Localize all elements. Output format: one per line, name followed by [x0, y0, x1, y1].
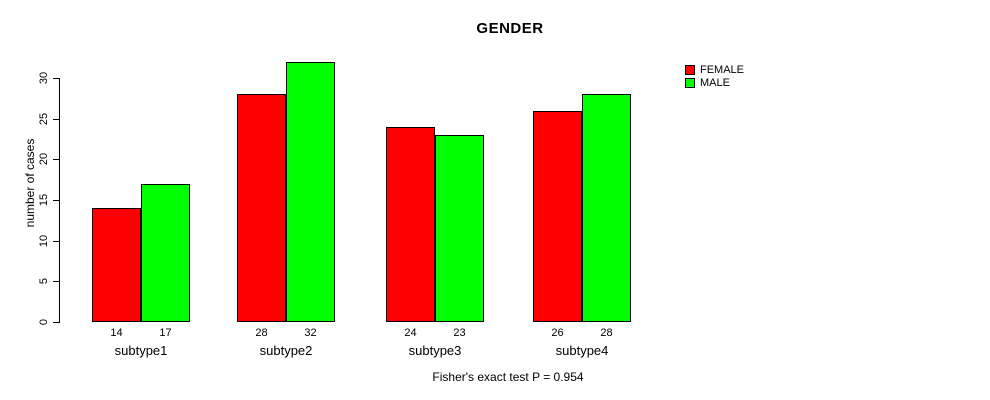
bar-female-subtype2: [237, 94, 286, 322]
y-axis-tick: [53, 118, 59, 120]
bar-value-label: 14: [110, 327, 123, 339]
x-axis-category-label: subtype2: [259, 343, 313, 358]
y-axis-tick: [53, 240, 59, 242]
bar-male-subtype1: [141, 184, 190, 322]
bar-value-label: 28: [600, 327, 613, 339]
bar-male-subtype4: [582, 94, 631, 322]
bar-value-label: 24: [404, 327, 417, 339]
y-axis-tick-label: 5: [38, 278, 50, 285]
legend-item-female: FEMALE: [685, 63, 744, 76]
bar-value-label: 17: [159, 327, 172, 339]
legend-swatch-male: [685, 77, 695, 88]
bar-female-subtype1: [92, 208, 141, 322]
y-axis-tick-label: 20: [38, 153, 50, 166]
legend: FEMALE MALE: [685, 63, 744, 89]
x-axis-category-label: subtype3: [408, 343, 462, 358]
bar-value-label: 32: [304, 327, 317, 339]
legend-item-male: MALE: [685, 76, 744, 89]
legend-label: FEMALE: [700, 63, 745, 76]
bar-male-subtype3: [435, 135, 484, 322]
y-axis-tick: [53, 281, 59, 283]
bar-value-label: 23: [453, 327, 466, 339]
bar-male-subtype2: [286, 62, 335, 322]
bar-female-subtype4: [533, 111, 582, 322]
y-axis-line: [59, 78, 60, 323]
y-axis-tick: [53, 200, 59, 202]
x-axis-category-label: subtype1: [114, 343, 168, 358]
y-axis-tick: [53, 159, 59, 161]
x-axis-category-label: subtype4: [555, 343, 609, 358]
y-axis-tick-label: 10: [38, 234, 50, 247]
annotation-fisher-test: Fisher's exact test P = 0.954: [432, 370, 584, 384]
bar-value-label: 26: [551, 327, 564, 339]
y-axis-label: number of cases: [23, 138, 37, 228]
chart-title: GENDER: [476, 20, 544, 37]
y-axis-tick-label: 0: [38, 318, 50, 326]
legend-label: MALE: [700, 76, 730, 89]
y-axis-tick: [53, 322, 59, 323]
y-axis-tick-label: 25: [38, 112, 50, 125]
y-axis-tick: [53, 78, 59, 80]
y-axis-tick-label: 30: [38, 71, 50, 85]
bar-female-subtype3: [386, 127, 435, 322]
bar-value-label: 28: [255, 327, 268, 339]
y-axis-tick-label: 15: [38, 193, 50, 207]
legend-swatch-female: [685, 64, 695, 75]
